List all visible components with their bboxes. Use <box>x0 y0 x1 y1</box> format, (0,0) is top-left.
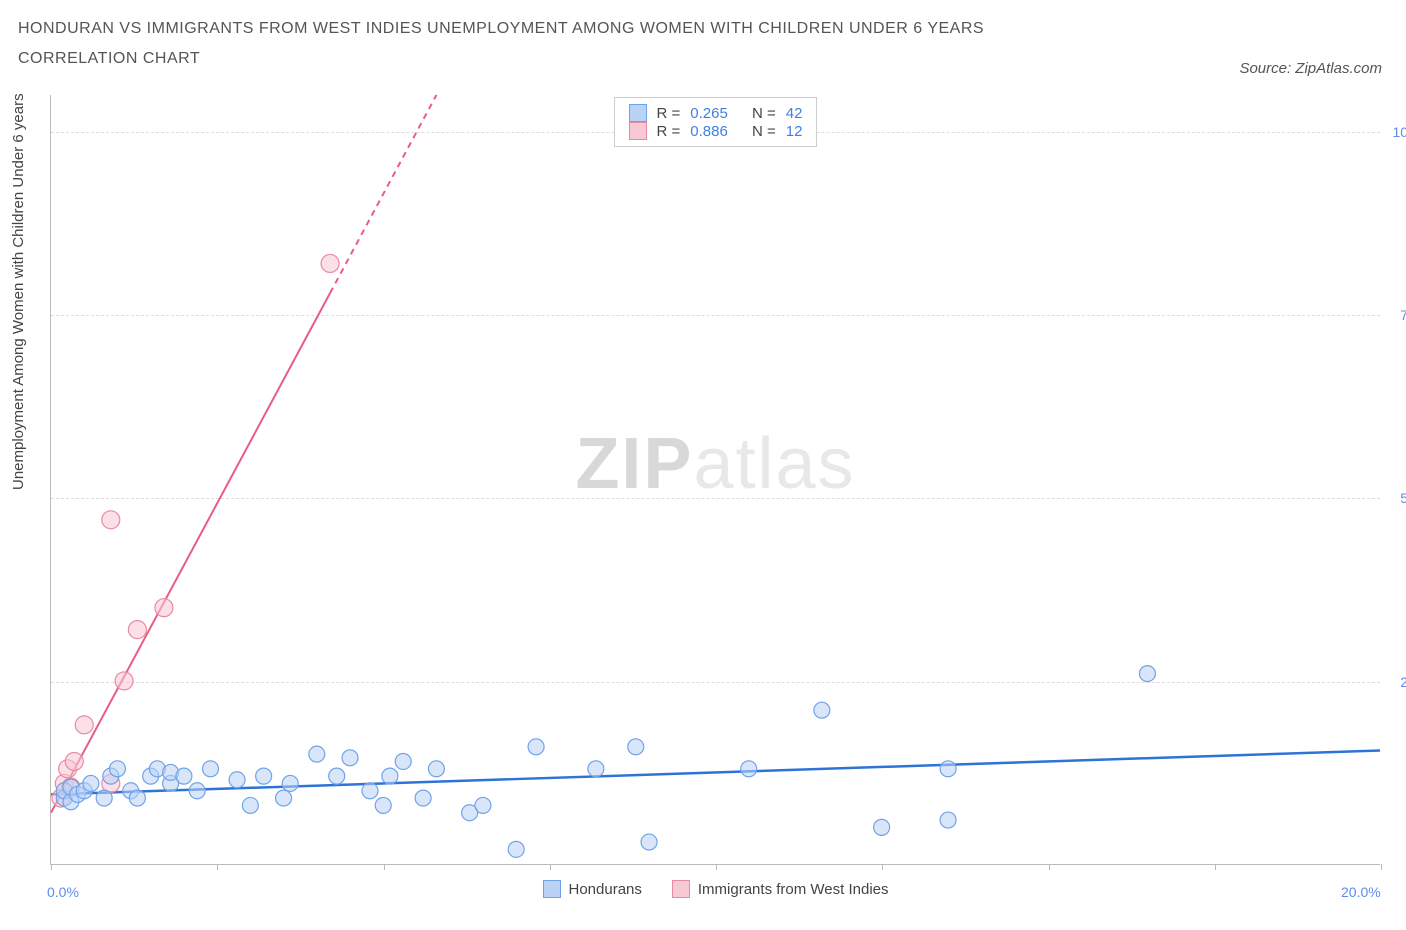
stats-swatch-2 <box>629 122 647 140</box>
stats-r-value-2: 0.886 <box>690 123 728 140</box>
y-tick-label: 75.0% <box>1400 307 1406 323</box>
stats-n-value-2: 12 <box>786 123 803 140</box>
stats-row-1: R = 0.265 N = 42 <box>629 104 803 122</box>
legend-label-1: Hondurans <box>569 881 642 898</box>
stats-n-label-2: N = <box>752 123 776 140</box>
x-tick <box>1381 864 1382 870</box>
chart-title-block: HONDURAN VS IMMIGRANTS FROM WEST INDIES … <box>18 20 984 68</box>
stats-box: R = 0.265 N = 42 R = 0.886 N = 12 <box>614 97 818 147</box>
stats-n-value-1: 42 <box>786 105 803 122</box>
x-tick <box>1215 864 1216 870</box>
x-tick <box>716 864 717 870</box>
x-tick-label: 20.0% <box>1341 884 1381 900</box>
x-tick <box>51 864 52 870</box>
chart-title-line2: CORRELATION CHART <box>18 50 984 68</box>
x-tick <box>550 864 551 870</box>
legend-swatch-1 <box>543 880 561 898</box>
chart-plot-area: ZIPatlas R = 0.265 N = 42 R = 0.886 N = … <box>50 95 1380 865</box>
y-tick-label: 50.0% <box>1400 490 1406 506</box>
legend-item-1: Hondurans <box>543 880 642 898</box>
stats-swatch-1 <box>629 104 647 122</box>
x-tick-label: 0.0% <box>47 884 79 900</box>
stats-n-label-1: N = <box>752 105 776 122</box>
stats-row-2: R = 0.886 N = 12 <box>629 122 803 140</box>
x-tick <box>882 864 883 870</box>
y-tick-label: 25.0% <box>1400 674 1406 690</box>
legend-item-2: Immigrants from West Indies <box>672 880 889 898</box>
stats-r-label-1: R = <box>657 105 681 122</box>
x-tick <box>1049 864 1050 870</box>
stats-r-label-2: R = <box>657 123 681 140</box>
x-tick <box>217 864 218 870</box>
legend-bottom: Hondurans Immigrants from West Indies <box>543 880 889 898</box>
chart-title-line1: HONDURAN VS IMMIGRANTS FROM WEST INDIES … <box>18 20 984 38</box>
y-tick-label: 100.0% <box>1393 124 1406 140</box>
y-axis-title: Unemployment Among Women with Children U… <box>10 93 27 490</box>
legend-swatch-2 <box>672 880 690 898</box>
chart-source: Source: ZipAtlas.com <box>1239 60 1382 77</box>
legend-label-2: Immigrants from West Indies <box>698 881 889 898</box>
stats-r-value-1: 0.265 <box>690 105 728 122</box>
x-tick <box>384 864 385 870</box>
chart-svg <box>51 95 1380 864</box>
